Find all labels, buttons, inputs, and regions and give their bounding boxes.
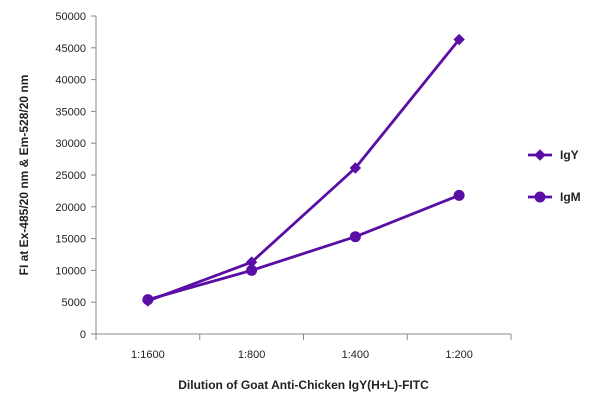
legend-swatch-marker [534, 191, 546, 203]
y-tick-label: 30000 [55, 138, 86, 150]
y-tick-label: 25000 [55, 170, 86, 182]
y-tick-label: 45000 [55, 43, 86, 55]
y-tick-label: 15000 [55, 234, 86, 246]
data-point-igm [142, 294, 154, 306]
data-point-igm [453, 189, 465, 201]
legend-item-igm: IgM [528, 190, 581, 204]
x-axis-title: Dilution of Goat Anti-Chicken IgY(H+L)-F… [178, 378, 429, 392]
x-tick-label: 1:1600 [131, 349, 165, 361]
y-tick-label: 50000 [55, 11, 86, 23]
y-tick-label: 20000 [55, 202, 86, 214]
x-tick-label: 1:800 [238, 349, 266, 361]
legend-label: IgM [560, 190, 581, 204]
y-axis-ticks: 0 5000 10000 15000 20000 25000 30000 35000 40000… [55, 11, 96, 341]
series-line-igy [147, 38, 461, 303]
legend: IgY IgM [528, 148, 581, 204]
data-point-igm [246, 264, 258, 276]
x-axis-ticks: 1:1600 1:800 1:400 1:200 [95, 334, 512, 361]
y-tick-label: 5000 [62, 297, 86, 309]
legend-item-igy: IgY [528, 148, 579, 162]
data-point-igm [349, 231, 361, 243]
y-axis-title: FI at Ex-485/20 nm & Em-528/20 nm [17, 75, 31, 276]
x-tick-label: 1:400 [342, 349, 370, 361]
data-point-igy [453, 33, 465, 46]
y-tick-label: 10000 [55, 265, 86, 277]
series-layer [142, 33, 465, 307]
y-tick-label: 35000 [55, 106, 86, 118]
y-tick-label: 0 [80, 329, 86, 341]
x-tick-label: 1:200 [445, 349, 473, 361]
series-line-igm [147, 194, 460, 302]
legend-label: IgY [560, 148, 579, 162]
series-igm [142, 189, 465, 306]
series-igy [142, 33, 465, 307]
y-tick-label: 40000 [55, 75, 86, 87]
data-point-igy [349, 162, 362, 174]
legend-swatch-marker [534, 149, 546, 161]
